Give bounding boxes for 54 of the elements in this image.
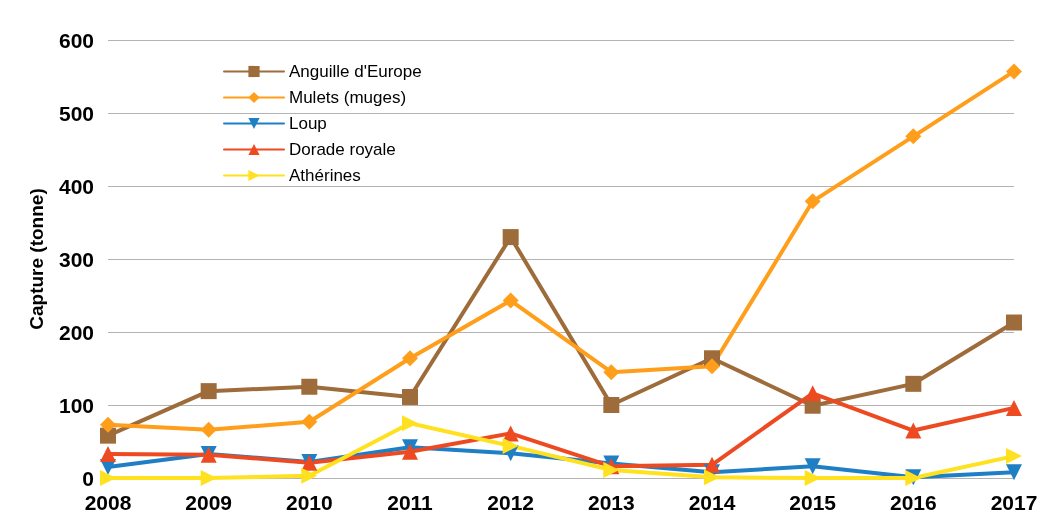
point	[402, 388, 418, 405]
x-tick-label: 2015	[789, 491, 837, 514]
point	[1006, 464, 1022, 481]
point	[502, 437, 519, 454]
point	[200, 383, 217, 400]
point	[804, 458, 821, 475]
point	[603, 364, 620, 381]
y-axis-title: Capture (tonne)	[26, 188, 47, 330]
point	[1006, 448, 1022, 465]
point	[301, 413, 318, 430]
point	[200, 421, 217, 438]
y-tick-label: 500	[58, 101, 94, 125]
y-tick-label: 200	[58, 320, 94, 344]
legend-label: Mulets (muges)	[289, 88, 407, 107]
point	[704, 469, 720, 486]
legend-label: Athérines	[289, 166, 361, 185]
x-tick-label: 2013	[587, 491, 635, 514]
legend-label: Dorade royale	[289, 140, 396, 159]
legend-label: Anguille d'Europe	[289, 62, 422, 81]
y-tick-label: 100	[58, 393, 94, 417]
point	[1006, 399, 1022, 416]
y-tick-label: 400	[58, 174, 94, 198]
point	[804, 193, 821, 210]
point	[502, 229, 519, 246]
legend-label: Loup	[289, 114, 327, 133]
point	[905, 375, 922, 392]
x-tick-label: 2010	[285, 491, 333, 514]
point	[1006, 314, 1022, 331]
y-tick-label: 0	[82, 466, 94, 490]
point	[704, 456, 720, 473]
point	[402, 350, 418, 367]
point	[905, 422, 922, 439]
x-tick-label: 2016	[889, 491, 937, 514]
x-tick-label: 2014	[688, 491, 736, 514]
x-tick-label: 2008	[84, 491, 132, 514]
point	[301, 467, 318, 484]
y-tick-label: 300	[58, 247, 94, 271]
y-tick-label: 600	[58, 28, 94, 52]
point	[402, 415, 418, 432]
point	[704, 358, 720, 375]
point	[1006, 63, 1022, 80]
x-tick-label: 2012	[487, 491, 535, 514]
point	[502, 292, 519, 309]
point	[804, 385, 821, 402]
point	[402, 443, 418, 460]
x-tick-label: 2017	[990, 491, 1038, 514]
point	[100, 445, 116, 462]
point	[905, 128, 922, 145]
point	[301, 378, 318, 395]
x-tick-label: 2011	[387, 491, 434, 514]
point	[603, 397, 620, 413]
x-tick-label: 2009	[185, 491, 233, 514]
point	[100, 427, 116, 444]
point	[100, 416, 116, 433]
